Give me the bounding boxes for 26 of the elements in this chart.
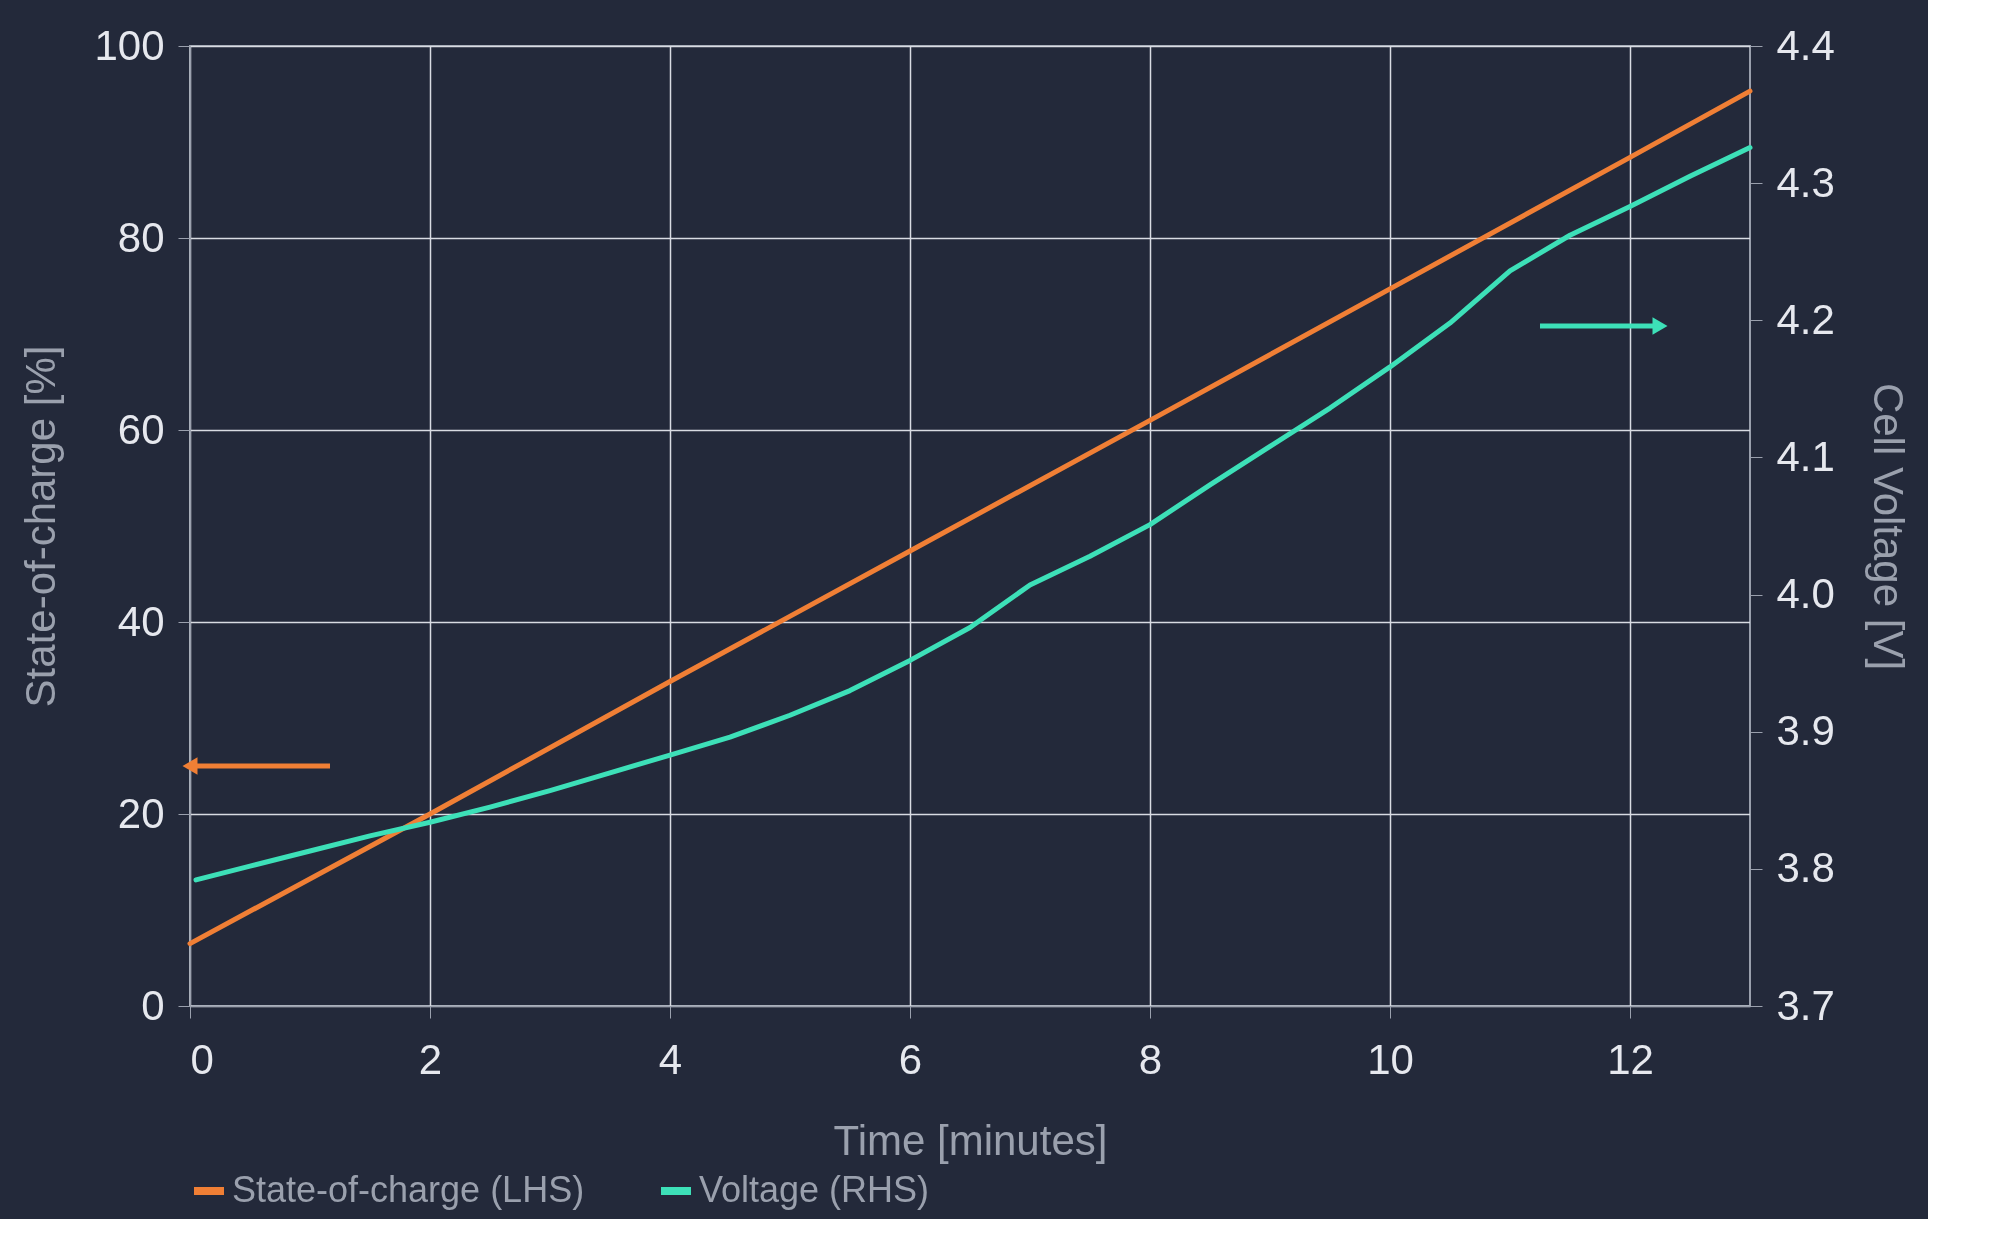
x-tick-label: 6 [898,1035,923,1083]
y-tick-label: 0 [141,981,165,1029]
legend-label: Voltage (RHS) [699,1169,930,1210]
y2-axis-title: Cell Voltage [V] [1864,382,1912,671]
x-tick-label: 2 [418,1035,443,1083]
y-tick-label: 60 [117,405,165,453]
y-tick-label: 100 [94,21,165,69]
y-tick-label: 40 [117,597,165,645]
y-tick-label: 80 [117,213,165,261]
x-tick-label: 10 [1367,1035,1414,1083]
x-tick-label: 0 [190,1035,214,1083]
y2-tick-label: 4.1 [1776,432,1835,480]
legend-label: State-of-charge (LHS) [232,1169,585,1210]
y2-tick-label: 4.2 [1776,295,1835,343]
y2-tick-label: 3.7 [1776,981,1835,1029]
y2-tick-label: 4.4 [1776,21,1835,69]
y-axis-title: State-of-charge [%] [17,345,65,708]
y2-tick-label: 4.3 [1776,158,1835,206]
x-tick-label: 12 [1607,1035,1654,1083]
x-tick-label: 8 [1138,1035,1163,1083]
x-axis-title: Time [minutes] [833,1116,1108,1164]
y-tick-label: 20 [117,789,165,837]
y2-tick-label: 3.9 [1776,707,1835,755]
x-tick-label: 4 [658,1035,683,1083]
y2-tick-label: 3.8 [1776,844,1835,892]
y2-tick-label: 4.0 [1776,570,1835,618]
